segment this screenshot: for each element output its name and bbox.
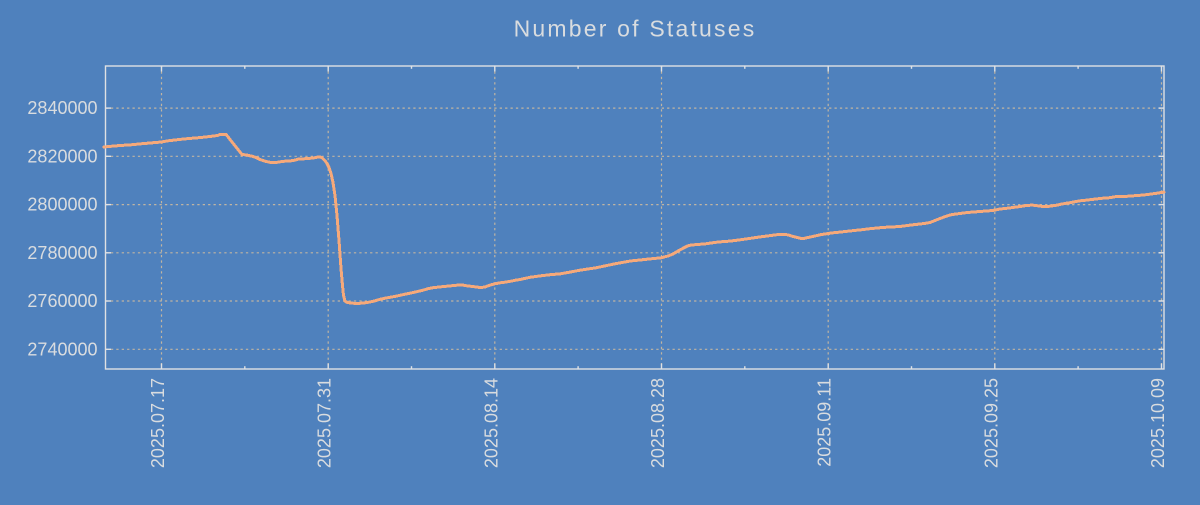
svg-text:2025.07.31: 2025.07.31 bbox=[315, 378, 335, 468]
svg-text:2800000: 2800000 bbox=[27, 195, 97, 215]
svg-text:2820000: 2820000 bbox=[27, 146, 97, 166]
svg-text:2025.09.25: 2025.09.25 bbox=[981, 378, 1001, 468]
svg-text:2025.09.11: 2025.09.11 bbox=[815, 378, 835, 467]
svg-text:2760000: 2760000 bbox=[27, 291, 97, 311]
svg-text:2025.07.17: 2025.07.17 bbox=[148, 378, 168, 468]
svg-text:2840000: 2840000 bbox=[27, 98, 97, 118]
svg-text:2780000: 2780000 bbox=[27, 243, 97, 263]
svg-text:Number of Statuses: Number of Statuses bbox=[514, 16, 757, 42]
svg-text:2025.08.28: 2025.08.28 bbox=[648, 378, 668, 468]
svg-text:2025.08.14: 2025.08.14 bbox=[481, 378, 501, 468]
svg-text:2740000: 2740000 bbox=[27, 339, 97, 359]
svg-text:2025.10.09: 2025.10.09 bbox=[1148, 378, 1168, 468]
